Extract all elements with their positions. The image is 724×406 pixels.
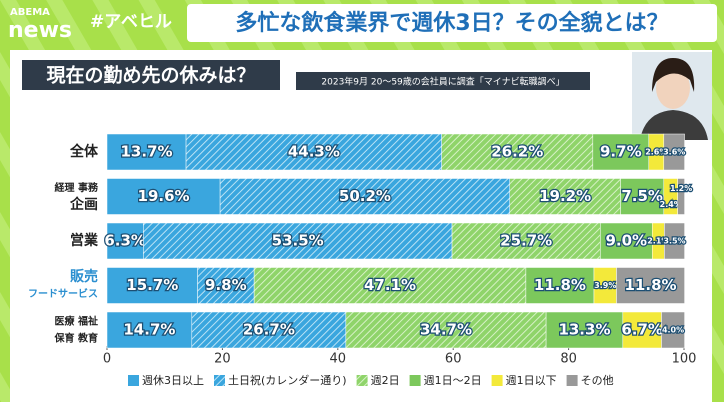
category-label: 経理 事務	[55, 181, 99, 194]
value-label: 1.2%	[670, 184, 692, 193]
value-label: 26.7%	[243, 321, 295, 339]
x-tick-label: 20	[214, 352, 231, 367]
bar-segment	[143, 222, 453, 260]
bar-segment	[219, 178, 510, 215]
value-label: 15.7%	[126, 276, 178, 294]
value-label: 7.5%	[621, 187, 663, 205]
bar-segment	[622, 311, 662, 349]
bar-segment	[451, 222, 601, 260]
value-label: 3.9%	[594, 281, 616, 290]
bar-segment	[616, 267, 685, 304]
hashtag: #アベヒル	[90, 12, 172, 32]
legend-label: 週1日以下	[506, 374, 557, 387]
presenter-face	[656, 67, 690, 109]
category-label: 保育 教育	[54, 332, 98, 345]
legend-swatch	[566, 375, 578, 386]
category-label: 医療 福祉	[55, 315, 98, 328]
legend-swatch	[491, 375, 503, 386]
x-tick-label: 80	[560, 352, 577, 367]
category-label: 企画	[69, 196, 98, 213]
presenter	[632, 52, 712, 140]
value-label: 50.2%	[339, 187, 391, 205]
value-label: 19.2%	[539, 187, 591, 205]
value-label: 6.3%	[104, 232, 146, 250]
presenter-hair	[652, 58, 695, 92]
presenter-body	[640, 110, 708, 140]
headline-box	[187, 4, 717, 42]
bar-segment	[509, 178, 621, 215]
legend-swatch	[214, 375, 225, 386]
category-label: 全体	[69, 143, 99, 160]
bar-segment	[106, 178, 221, 215]
legend-label: その他	[581, 374, 614, 387]
value-label: 11.8%	[625, 276, 677, 294]
x-tick-label: 40	[330, 352, 347, 367]
bar-segment	[106, 222, 144, 260]
bar-segment	[664, 222, 685, 260]
bar-segment	[620, 178, 665, 215]
legend-label: 週休3日以上	[142, 374, 204, 387]
bar-segment	[253, 267, 527, 304]
legend-label: 週1日～2日	[424, 374, 482, 387]
value-label: 11.8%	[534, 276, 586, 294]
logo-top: ABEMA	[10, 7, 50, 18]
value-label: 2.6%	[645, 148, 667, 157]
bar-segment	[106, 311, 193, 349]
bar-segment	[185, 133, 442, 171]
legend-swatch	[356, 375, 368, 386]
value-label: 9.8%	[205, 276, 247, 294]
value-label: 2.4%	[660, 200, 682, 209]
value-label: 2.1%	[647, 237, 669, 246]
legend-swatch	[409, 375, 421, 386]
value-label: 9.7%	[600, 143, 642, 161]
value-label: 44.3%	[288, 143, 340, 161]
bar-segment	[525, 267, 595, 304]
x-tick-label: 0	[103, 352, 111, 367]
value-label: 19.6%	[138, 187, 190, 205]
chart-title: 現在の勤め先の休みは？	[46, 64, 255, 87]
legend-label: 週2日	[371, 374, 400, 387]
x-tick-label: 100	[672, 352, 697, 367]
value-label: 3.6%	[663, 148, 685, 157]
logo: news	[8, 18, 72, 43]
category-label: 営業	[70, 232, 99, 249]
value-label: 14.7%	[123, 321, 175, 339]
bar-segment	[191, 311, 347, 349]
category-label: 販売	[70, 268, 98, 285]
bar-segment	[677, 178, 685, 215]
value-label: 13.3%	[558, 321, 610, 339]
subtitle-box	[296, 72, 590, 90]
title-box	[22, 60, 280, 90]
value-label: 34.7%	[420, 321, 472, 339]
value-label: 13.7%	[121, 143, 173, 161]
bar-segment	[197, 267, 255, 304]
value-label: 47.1%	[364, 276, 416, 294]
value-label: 4.0%	[662, 326, 684, 335]
legend-swatch	[128, 375, 139, 386]
value-label: 6.7%	[621, 321, 663, 339]
value-label: 9.0%	[605, 232, 647, 250]
bar-segment	[600, 222, 653, 260]
value-label: 26.2%	[491, 143, 543, 161]
bar-segment	[106, 133, 187, 171]
bar-segment	[661, 311, 685, 349]
value-label: 53.5%	[272, 232, 324, 250]
bar-segment	[441, 133, 594, 171]
x-tick-label: 60	[445, 352, 462, 367]
chart-subtitle: 2023年9月 20～59歳の会社員に調査「マイナビ転職調べ」	[321, 76, 564, 88]
headline: 多忙な飲食業界で週休3日？その全貌とは？	[235, 10, 668, 36]
value-label: 3.5%	[663, 237, 685, 246]
bar-segment	[545, 311, 624, 349]
value-label: 25.7%	[500, 232, 552, 250]
category-label: フードサービス	[28, 287, 98, 300]
legend-label: 土日祝(カレンダー通り)	[228, 373, 347, 387]
bar-segment	[663, 133, 685, 171]
bar-segment	[592, 133, 650, 171]
